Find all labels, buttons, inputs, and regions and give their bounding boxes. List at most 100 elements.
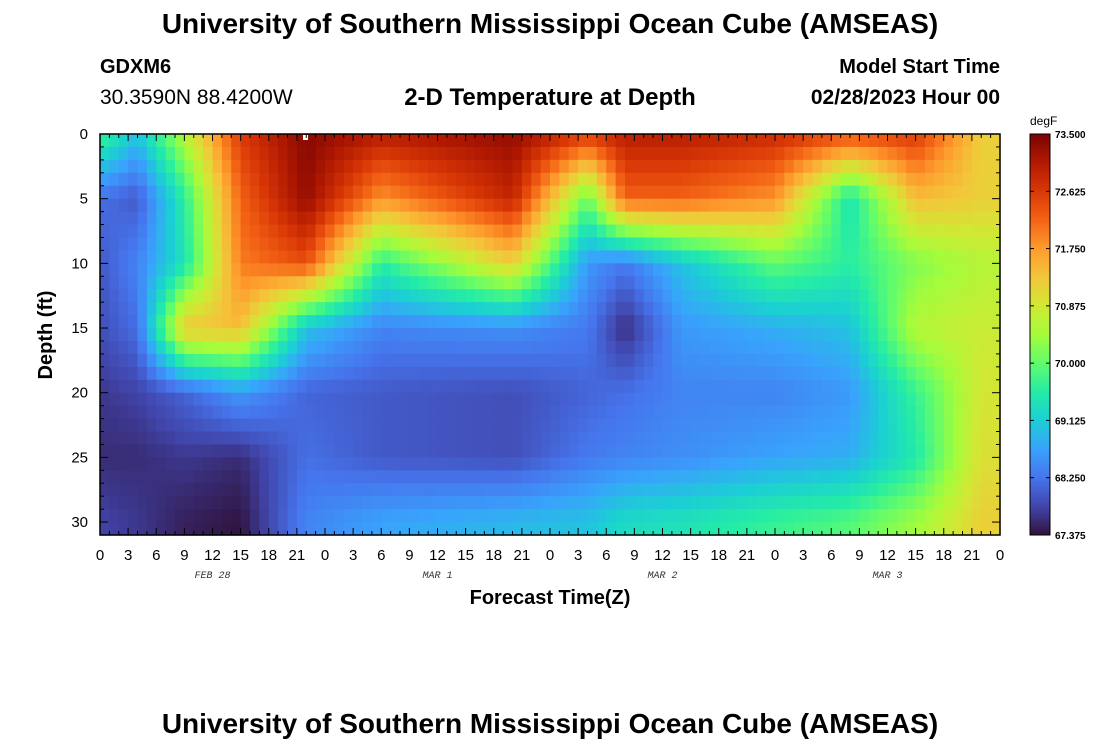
heatmap-cell: [250, 263, 260, 277]
heatmap-cell: [146, 237, 157, 252]
heatmap-cell: [700, 185, 710, 200]
heatmap-cell: [756, 159, 767, 174]
heatmap-cell: [906, 134, 917, 148]
heatmap-cell: [971, 289, 982, 303]
heatmap-cell: [690, 315, 701, 329]
heatmap-cell: [475, 509, 485, 523]
heatmap-cell: [371, 146, 382, 161]
heatmap-cell: [971, 418, 982, 433]
heatmap-cell: [278, 134, 289, 148]
heatmap-cell: [250, 353, 260, 368]
heatmap-cell: [390, 496, 401, 510]
heatmap-cell: [175, 340, 185, 355]
heatmap-cell: [540, 444, 551, 458]
heatmap-cell: [503, 224, 514, 239]
heatmap-cell: [653, 379, 664, 394]
heatmap-cell: [625, 366, 635, 381]
heatmap-cell: [962, 470, 973, 484]
heatmap-cell: [175, 211, 185, 226]
heatmap-cell: [100, 328, 110, 342]
heatmap-cell: [746, 276, 757, 290]
heatmap-cell: [831, 328, 842, 342]
heatmap-cell: [765, 276, 776, 290]
heatmap-cell: [550, 302, 560, 316]
heatmap-cell: [990, 302, 1001, 316]
heatmap-cell: [503, 470, 514, 484]
heatmap-cell: [240, 237, 251, 252]
heatmap-cell: [428, 457, 439, 471]
heatmap-cell: [746, 211, 757, 226]
heatmap-cell: [137, 185, 148, 200]
heatmap-cell: [728, 444, 739, 458]
heatmap-cell: [775, 457, 785, 471]
x-tick-label: 15: [682, 547, 699, 564]
heatmap-cell: [231, 302, 242, 316]
heatmap-cell: [390, 134, 401, 148]
heatmap-cell: [240, 198, 251, 213]
heatmap-cell: [503, 159, 514, 174]
heatmap-cell: [812, 392, 823, 407]
heatmap-cell: [746, 444, 757, 458]
heatmap-cell: [962, 509, 973, 523]
heatmap-cell: [821, 172, 832, 187]
heatmap-cell: [971, 405, 982, 420]
heatmap-cell: [643, 379, 654, 394]
heatmap-cell: [296, 159, 307, 174]
heatmap-cell: [850, 366, 860, 381]
heatmap-cell: [343, 522, 354, 536]
heatmap-cell: [746, 405, 757, 420]
heatmap-cell: [540, 289, 551, 303]
heatmap-cell: [287, 509, 298, 523]
heatmap-cell: [653, 302, 664, 316]
heatmap-cell: [681, 276, 692, 290]
heatmap-cell: [484, 250, 495, 264]
heatmap-cell: [906, 483, 917, 497]
heatmap-cell: [812, 302, 823, 316]
heatmap-cell: [203, 431, 214, 446]
heatmap-cell: [615, 431, 626, 446]
heatmap-cell: [175, 315, 185, 329]
heatmap-cell: [259, 522, 270, 536]
heatmap-cell: [268, 276, 279, 290]
heatmap-cell: [662, 276, 673, 290]
heatmap-cell: [400, 146, 410, 161]
heatmap-cell: [165, 444, 176, 458]
heatmap-cell: [625, 522, 635, 536]
heatmap-cell: [475, 418, 485, 433]
heatmap-cell: [971, 509, 982, 523]
heatmap-cell: [456, 340, 467, 355]
heatmap-cell: [456, 405, 467, 420]
heatmap-cell: [428, 509, 439, 523]
heatmap-cell: [278, 185, 289, 200]
day-label: MAR 2: [647, 571, 677, 582]
heatmap-cell: [315, 444, 326, 458]
heatmap-cell: [221, 496, 232, 510]
heatmap-cell: [371, 172, 382, 187]
heatmap-cell: [240, 159, 251, 174]
heatmap-cell: [428, 379, 439, 394]
heatmap-cell: [343, 237, 354, 252]
heatmap-cell: [325, 159, 335, 174]
heatmap-cell: [587, 237, 598, 252]
heatmap-cell: [156, 198, 167, 213]
heatmap-cell: [700, 198, 710, 213]
heatmap-cell: [475, 185, 485, 200]
heatmap-cell: [728, 431, 739, 446]
heatmap-cell: [559, 146, 570, 161]
heatmap-cell: [100, 198, 110, 213]
heatmap-cell: [821, 392, 832, 407]
heatmap-cell: [859, 483, 870, 497]
heatmap-cell: [475, 483, 485, 497]
heatmap-cell: [775, 405, 785, 420]
heatmap-cell: [259, 353, 270, 368]
heatmap-cell: [934, 379, 945, 394]
heatmap-cell: [596, 159, 607, 174]
heatmap-cell: [109, 211, 120, 226]
heatmap-cell: [859, 302, 870, 316]
heatmap-cell: [868, 250, 879, 264]
heatmap-cell: [775, 340, 785, 355]
heatmap-cell: [953, 302, 964, 316]
heatmap-cell: [859, 353, 870, 368]
x-tick-label: 6: [602, 547, 610, 564]
heatmap-cell: [315, 276, 326, 290]
